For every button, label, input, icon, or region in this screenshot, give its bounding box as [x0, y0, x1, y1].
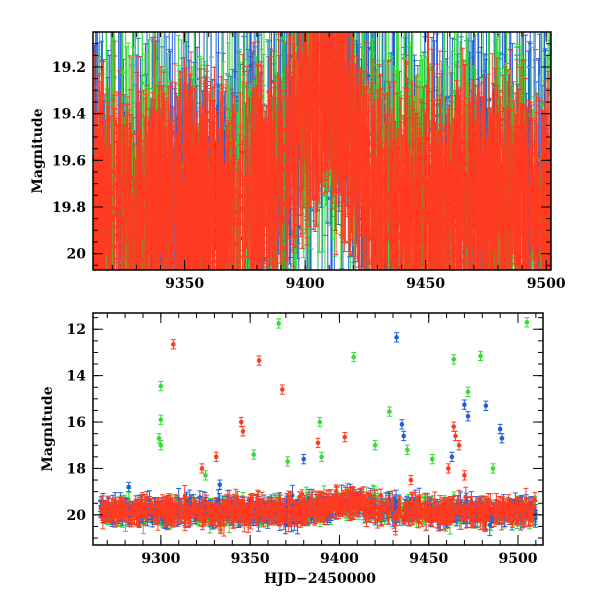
green-point: [499, 274, 503, 278]
blue-point: [233, 298, 237, 302]
green-point: [343, 23, 347, 27]
blue-point: [324, 20, 328, 24]
blue-point: [398, 324, 402, 328]
green-point: [357, 6, 361, 10]
blue-point: [127, 270, 131, 274]
blue-point: [476, 285, 480, 289]
green-point: [401, 56, 406, 61]
blue-point: [257, 347, 261, 351]
blue-point: [447, 339, 451, 343]
green-point: [245, 280, 249, 284]
green-point: [496, 283, 500, 287]
green-point: [329, 17, 333, 21]
green-point: [127, 285, 131, 289]
green-point: [406, 308, 410, 312]
blue-point: [95, 282, 99, 286]
blue-point: [96, 277, 100, 281]
blue-point: [256, 277, 260, 281]
green-point: [475, 282, 479, 286]
blue-point: [265, 271, 269, 275]
green-point: [100, 273, 104, 277]
green-point: [405, 306, 409, 310]
blue-point: [489, 282, 493, 286]
blue-point: [233, 287, 237, 291]
blue-point: [321, 27, 325, 31]
blue-point: [170, 297, 174, 301]
blue-point: [289, 4, 293, 8]
blue-point: [310, 1, 314, 5]
green-point: [521, 275, 525, 279]
green-point: [509, 324, 513, 328]
blue-point: [457, 323, 461, 327]
blue-point: [136, 302, 140, 306]
blue-point: [377, 276, 381, 280]
blue-point: [374, 297, 378, 301]
blue-point: [217, 326, 221, 330]
green-point: [193, 326, 197, 330]
green-point: [247, 276, 251, 280]
green-point: [201, 297, 205, 301]
blue-point: [311, 10, 315, 14]
green-point: [463, 305, 467, 309]
blue-point: [295, 22, 299, 26]
green-point: [495, 286, 499, 290]
blue-point: [377, 333, 381, 337]
blue-point: [237, 287, 241, 291]
blue-point: [249, 376, 253, 380]
top-panel-data: [93, 1, 551, 380]
green-point: [319, 20, 323, 24]
green-point: [411, 297, 415, 301]
blue-point: [412, 341, 416, 345]
blue-point: [396, 270, 400, 274]
blue-point: [456, 270, 460, 274]
blue-point: [499, 270, 503, 274]
green-point: [467, 276, 471, 280]
blue-point: [130, 324, 134, 328]
blue-point: [459, 277, 463, 281]
blue-point: [444, 305, 448, 309]
blue-point: [155, 278, 159, 282]
blue-point: [130, 296, 134, 300]
blue-point: [438, 321, 442, 325]
blue-point: [391, 272, 395, 276]
blue-point: [181, 308, 185, 312]
blue-point: [147, 296, 151, 300]
blue-point: [421, 293, 425, 297]
blue-point: [363, 331, 367, 335]
blue-point: [378, 270, 382, 274]
green-point: [194, 308, 198, 312]
green-point: [123, 286, 127, 290]
green-point: [249, 291, 253, 295]
blue-point: [352, 287, 356, 291]
blue-point: [180, 349, 184, 353]
